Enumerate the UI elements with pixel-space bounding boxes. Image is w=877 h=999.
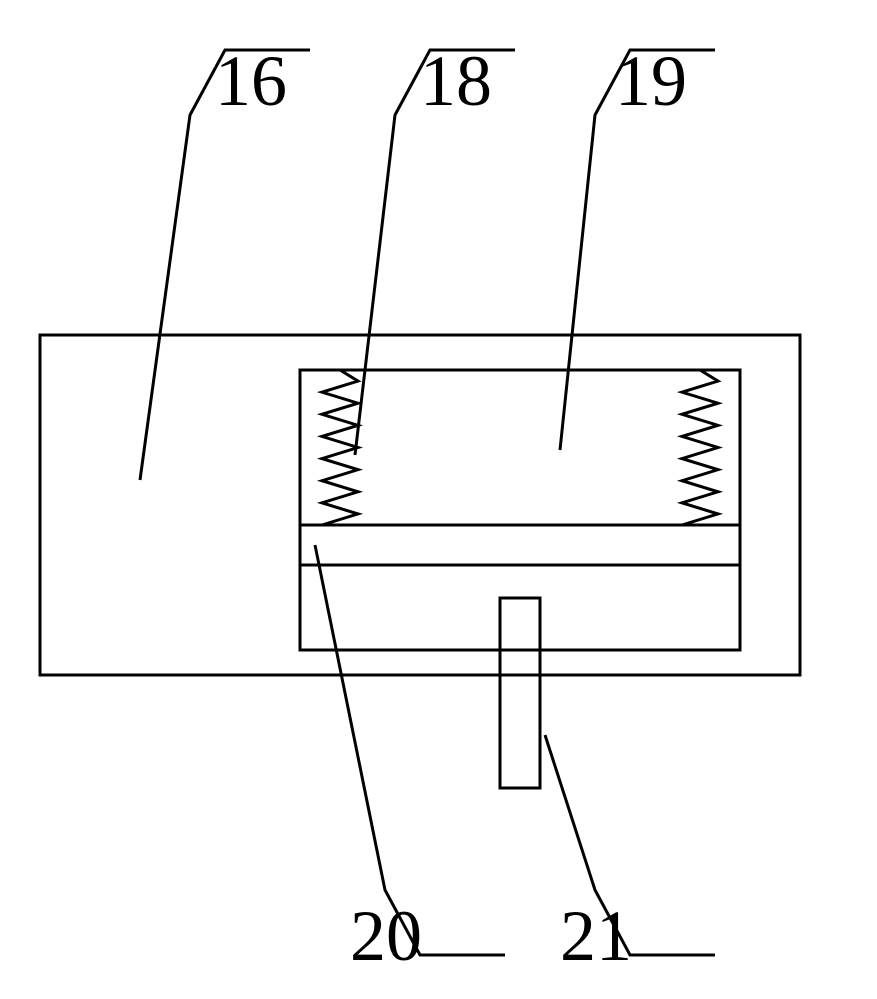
label-18: 18 xyxy=(420,41,492,121)
plate xyxy=(300,525,740,565)
spring xyxy=(682,370,718,525)
label-20: 20 xyxy=(350,896,422,976)
technical-diagram: 16 18 19 20 21 xyxy=(0,0,877,999)
spring xyxy=(322,370,358,525)
label-16: 16 xyxy=(215,41,287,121)
label-21: 21 xyxy=(560,896,632,976)
inner-cavity xyxy=(300,370,740,650)
leader-20 xyxy=(315,545,505,955)
label-19: 19 xyxy=(615,41,687,121)
rod xyxy=(500,598,540,788)
